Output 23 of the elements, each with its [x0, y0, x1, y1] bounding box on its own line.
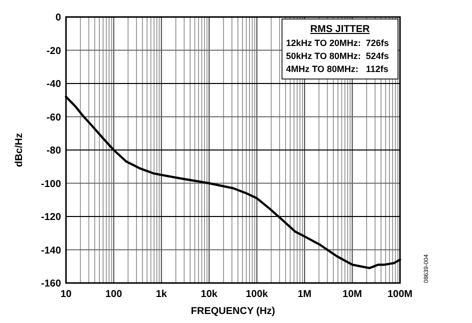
y-tick-label: -160 — [40, 278, 62, 290]
y-tick-label: -80 — [46, 146, 62, 156]
y-tick-label: -100 — [40, 178, 62, 190]
y-axis-title: dBc/Hz — [14, 133, 25, 167]
x-tick-label: 10M — [342, 289, 362, 300]
x-axis-title: FREQUENCY (Hz) — [190, 306, 276, 317]
x-tick-label: 1M — [298, 289, 312, 300]
y-tick-label: -40 — [46, 79, 62, 90]
y-tick-label: -140 — [40, 245, 62, 256]
x-tick-label: 1k — [156, 289, 168, 300]
x-tick-label: 100M — [387, 289, 413, 300]
x-tick-label: 100k — [246, 289, 268, 300]
y-tick-label: -60 — [46, 112, 62, 124]
annotation: 12kHz TO 20MHz: 726fs — [286, 38, 389, 48]
x-tick-label: 10k — [200, 289, 218, 300]
y-tick-label: -20 — [46, 46, 62, 57]
annotation: RMS JITTER — [310, 24, 370, 35]
annotation: 50kHz TO 80MHz: 524fs — [286, 51, 389, 61]
y-tick-label: 0 — [55, 12, 62, 24]
x-tick-label: 10 — [60, 289, 72, 300]
x-tick-label: 100 — [105, 289, 122, 300]
annotation: 4MHz TO 80MHz: 112fs — [286, 64, 388, 74]
y-tick-label: -120 — [40, 212, 62, 223]
